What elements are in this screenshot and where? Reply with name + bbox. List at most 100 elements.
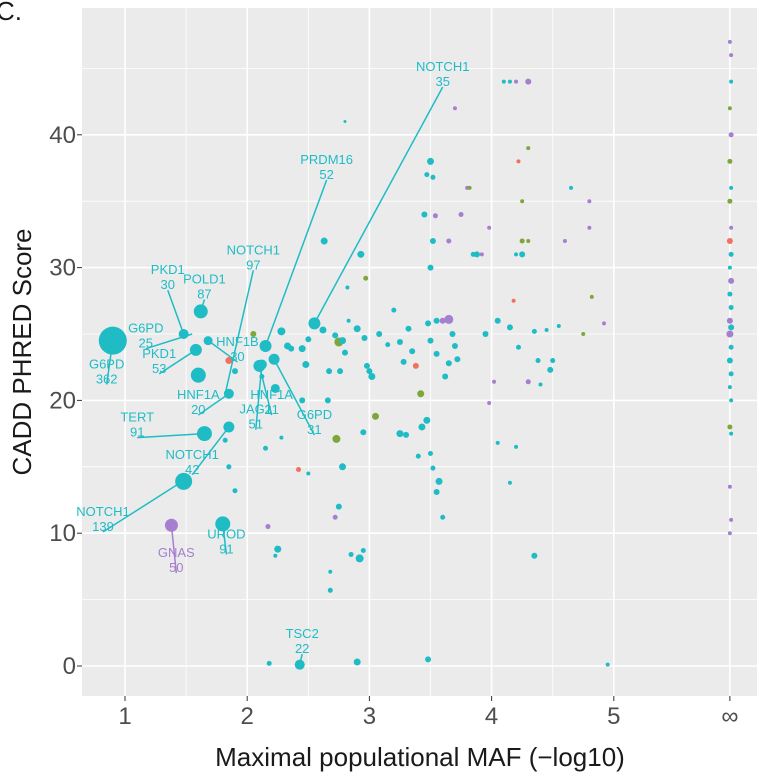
annotation-count: 31 bbox=[307, 422, 321, 437]
annotation-count: 42 bbox=[185, 462, 199, 477]
data-point bbox=[728, 344, 734, 350]
annotation-count: 30 bbox=[161, 277, 175, 292]
annotation-gene: GNAS bbox=[158, 545, 195, 560]
annotation-count: 139 bbox=[92, 519, 114, 534]
data-point bbox=[605, 662, 610, 667]
data-point bbox=[226, 464, 232, 470]
data-point bbox=[385, 342, 391, 348]
axis-ticks: 1 2 3 4 5 ∞ 0 10 20 30 40 bbox=[49, 122, 738, 730]
annotation-count: 50 bbox=[169, 560, 183, 575]
data-point bbox=[535, 358, 541, 364]
data-point bbox=[581, 332, 586, 336]
data-point bbox=[525, 379, 531, 385]
annotation-count: 91 bbox=[130, 425, 144, 440]
data-point bbox=[727, 531, 732, 536]
data-point bbox=[538, 382, 543, 387]
annotation-leader-line bbox=[158, 349, 197, 375]
annotation-count: 30 bbox=[230, 349, 244, 364]
data-point bbox=[332, 434, 341, 443]
data-point bbox=[729, 185, 734, 190]
data-point bbox=[506, 324, 513, 331]
data-point bbox=[288, 345, 295, 352]
data-points bbox=[98, 39, 735, 670]
data-point bbox=[222, 437, 228, 443]
annotation-count: 91 bbox=[219, 541, 233, 556]
data-point bbox=[424, 172, 430, 178]
data-point bbox=[445, 360, 452, 367]
data-point bbox=[727, 106, 732, 111]
annotation-leader-line bbox=[313, 86, 444, 324]
data-point bbox=[728, 251, 734, 257]
data-point bbox=[308, 317, 321, 330]
data-point bbox=[319, 326, 327, 334]
data-point bbox=[433, 317, 440, 324]
data-point bbox=[442, 373, 449, 380]
data-point bbox=[439, 317, 446, 324]
data-point bbox=[256, 359, 267, 370]
annotation-gene: POLD1 bbox=[183, 272, 226, 287]
data-point bbox=[294, 659, 305, 670]
data-point bbox=[519, 251, 526, 258]
data-point bbox=[458, 211, 464, 217]
data-point bbox=[487, 401, 492, 406]
data-point bbox=[400, 358, 407, 365]
data-point bbox=[729, 53, 734, 58]
data-point bbox=[562, 239, 567, 244]
data-point bbox=[296, 466, 302, 472]
data-point bbox=[479, 252, 484, 257]
data-point bbox=[525, 78, 532, 85]
data-point bbox=[175, 472, 193, 490]
data-point bbox=[427, 264, 434, 271]
y-tick-label: 0 bbox=[63, 653, 76, 680]
data-point bbox=[196, 426, 212, 442]
data-point bbox=[727, 424, 733, 430]
data-point bbox=[360, 547, 366, 553]
data-point bbox=[728, 132, 734, 138]
data-point bbox=[355, 554, 364, 563]
data-point bbox=[357, 250, 365, 258]
data-point bbox=[418, 423, 426, 431]
annotation-leader-line bbox=[137, 432, 205, 439]
data-point bbox=[728, 371, 734, 377]
annotation-gene: NOTCH1 bbox=[165, 447, 218, 462]
annotation-count: 20 bbox=[191, 402, 205, 417]
data-point bbox=[726, 317, 733, 324]
data-point bbox=[391, 307, 397, 313]
data-point bbox=[372, 412, 380, 420]
data-point bbox=[353, 325, 361, 333]
data-point bbox=[425, 320, 432, 327]
data-point bbox=[449, 331, 456, 337]
data-point bbox=[341, 349, 348, 356]
data-point bbox=[727, 39, 732, 44]
data-point bbox=[729, 398, 734, 403]
data-point bbox=[368, 372, 376, 380]
data-point bbox=[279, 435, 284, 440]
data-point bbox=[495, 440, 500, 445]
data-point bbox=[223, 421, 235, 433]
data-point bbox=[433, 489, 440, 496]
data-point bbox=[727, 265, 732, 270]
data-point bbox=[433, 350, 440, 357]
data-point bbox=[274, 545, 282, 553]
data-point bbox=[501, 79, 506, 84]
data-point bbox=[277, 327, 286, 336]
x-axis-title: Maximal populational MAF (−log10) bbox=[215, 742, 625, 772]
data-point bbox=[587, 199, 592, 204]
data-point bbox=[326, 368, 333, 375]
annotation-gene: PRDM16 bbox=[300, 152, 353, 167]
data-point bbox=[727, 291, 733, 297]
annotation-count: 22 bbox=[295, 641, 309, 656]
data-point bbox=[727, 484, 732, 489]
data-point bbox=[231, 368, 238, 375]
data-point bbox=[451, 342, 458, 349]
annotation-gene: G6PD bbox=[297, 407, 332, 422]
data-point bbox=[405, 325, 412, 332]
data-point bbox=[727, 198, 733, 204]
data-point bbox=[507, 79, 512, 84]
data-point bbox=[250, 331, 257, 337]
data-point bbox=[98, 326, 127, 355]
data-point bbox=[440, 514, 446, 520]
data-point bbox=[332, 514, 338, 520]
data-point bbox=[396, 430, 404, 438]
